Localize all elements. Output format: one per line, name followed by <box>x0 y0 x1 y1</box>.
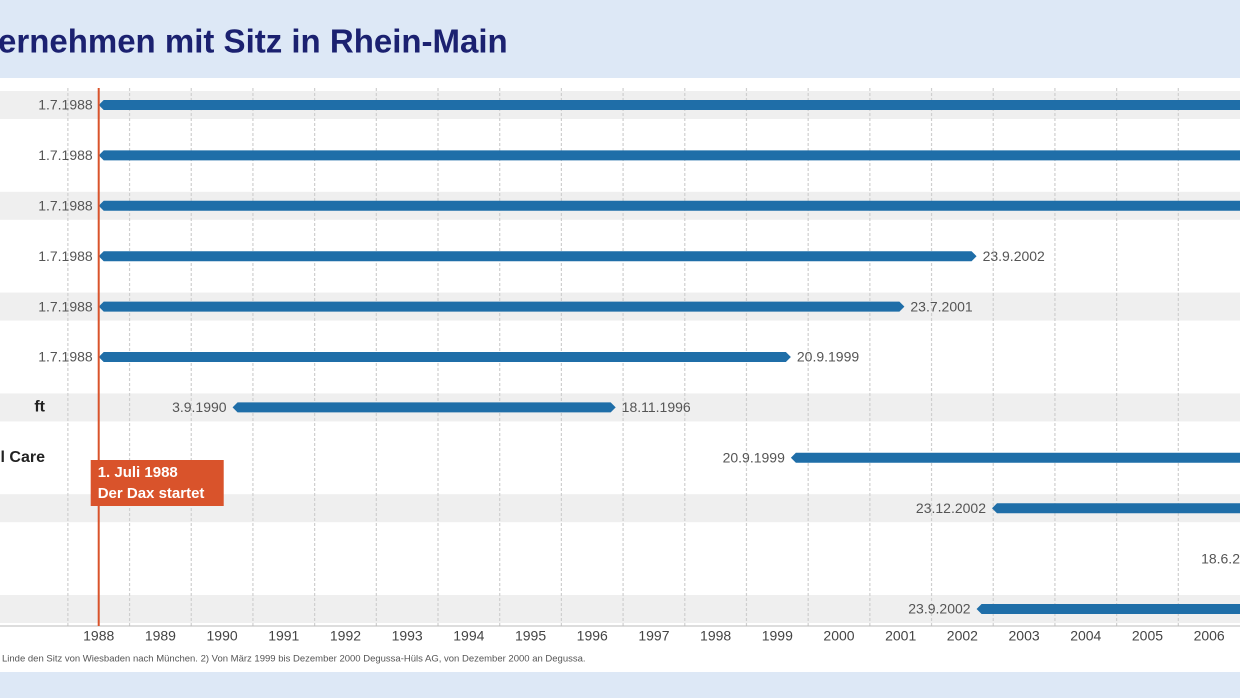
start-label: 1.7.1988 <box>38 97 93 113</box>
start-label: 3.9.1990 <box>172 399 227 415</box>
x-tick-label: 1988 <box>83 628 114 644</box>
chart-title: ernehmen mit Sitz in Rhein-Main <box>0 23 508 60</box>
x-tick-label: 2004 <box>1070 628 1101 644</box>
x-tick-label: 1997 <box>638 628 669 644</box>
start-label: 1.7.1988 <box>38 248 93 264</box>
x-tick-label: 1992 <box>330 628 361 644</box>
x-tick-label: 2001 <box>885 628 916 644</box>
annotation-text: Der Dax startet <box>98 485 205 502</box>
bar <box>992 503 1240 514</box>
end-label: 20.9.1999 <box>797 349 859 365</box>
annotation-box <box>90 460 224 506</box>
x-tick-label: 1998 <box>700 628 731 644</box>
x-tick-label: 2005 <box>1132 628 1163 644</box>
annotation-text: 1. Juli 1988 <box>98 464 178 481</box>
start-label: 1.7.1988 <box>38 198 93 214</box>
row-stripe <box>0 393 1240 422</box>
bar <box>98 200 1240 211</box>
x-tick-label: 2003 <box>1009 628 1040 644</box>
start-label: 23.9.2002 <box>908 601 970 617</box>
bar <box>98 301 905 312</box>
x-tick-label: 1990 <box>207 628 238 644</box>
x-tick-label: 1995 <box>515 628 546 644</box>
bar <box>232 402 616 413</box>
x-tick-label: 2002 <box>947 628 978 644</box>
row-label: ft <box>34 399 45 416</box>
x-tick-label: 1989 <box>145 628 176 644</box>
start-label: 1.7.1988 <box>38 349 93 365</box>
x-tick-label: 1991 <box>268 628 299 644</box>
x-tick-label: 1994 <box>453 628 484 644</box>
bar <box>98 251 977 262</box>
x-tick-label: 1999 <box>762 628 793 644</box>
start-label: 20.9.1999 <box>723 450 785 466</box>
end-label: 23.9.2002 <box>983 248 1045 264</box>
start-label: 18.6.2 <box>1201 550 1240 566</box>
x-tick-label: 1993 <box>392 628 423 644</box>
bar <box>98 100 1240 110</box>
x-tick-label: 2000 <box>823 628 854 644</box>
row-label: l Care <box>1 449 46 466</box>
x-tick-label: 1996 <box>577 628 608 644</box>
x-tick-label: 2006 <box>1194 628 1225 644</box>
end-label: 23.7.2001 <box>910 298 972 314</box>
end-label: 18.11.1996 <box>622 399 691 415</box>
bar <box>790 452 1240 463</box>
footnote: Linde den Sitz von Wiesbaden nach Münche… <box>2 654 586 665</box>
start-label: 23.12.2002 <box>916 500 986 516</box>
start-label: 1.7.1988 <box>38 147 93 163</box>
panel <box>0 78 1240 672</box>
start-label: 1.7.1988 <box>38 298 93 314</box>
bar <box>98 352 791 362</box>
bar <box>976 604 1240 614</box>
bar <box>98 150 1240 161</box>
